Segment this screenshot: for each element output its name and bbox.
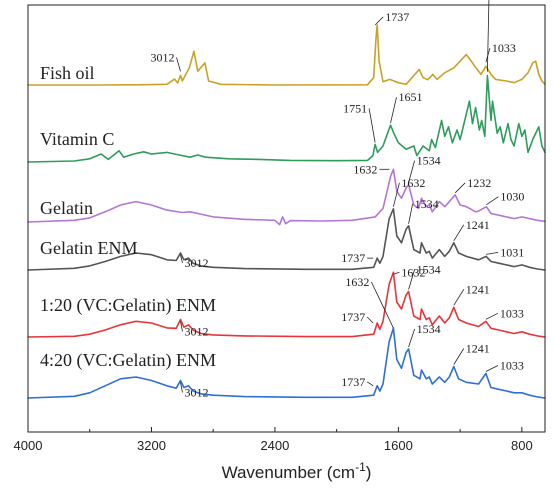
- peak-annotation-1241: 1241: [466, 342, 490, 356]
- x-tick-label: 3200: [137, 438, 166, 453]
- peak-annotation-1651: 1651: [399, 90, 423, 104]
- peak-annotation-1737: 1737: [341, 375, 365, 389]
- series-line-fish-oil: [27, 24, 546, 86]
- annotation-leader: [453, 289, 465, 306]
- series-line-4-20-vc-gelatin-enm: [27, 327, 546, 399]
- series-label-1-20-vc-gelatin-enm: 1:20 (VC:Gelatin) ENM: [40, 295, 216, 316]
- annotation-leader: [374, 16, 384, 26]
- series-label-vitamin-c: Vitamin C: [40, 129, 114, 149]
- peak-annotation-1632: 1632: [353, 162, 377, 176]
- annotation-leader: [408, 328, 415, 348]
- annotation-leader: [485, 365, 499, 372]
- series-line-1-20-vc-gelatin-enm: [27, 271, 546, 338]
- annotation-leader: [454, 182, 466, 194]
- peak-annotation-1031: 1031: [500, 245, 524, 259]
- peak-annotation-3012: 3012: [185, 325, 209, 339]
- peak-annotation-3012: 3012: [151, 50, 175, 64]
- x-axis-title: Wavenumber (cm-1): [222, 460, 372, 482]
- peak-annotation-3012: 3012: [185, 386, 209, 400]
- annotation-leader: [180, 321, 183, 332]
- peak-annotation-1241: 1241: [466, 282, 490, 296]
- series-label-fish-oil: Fish oil: [40, 63, 95, 83]
- peak-annotation-1737: 1737: [385, 10, 409, 24]
- peak-annotation-1737: 1737: [341, 251, 365, 265]
- series-line-gelatin-enm: [27, 208, 546, 271]
- peak-annotation-1033: 1033: [500, 306, 524, 320]
- annotation-leader: [453, 224, 465, 242]
- annotation-leader: [176, 57, 181, 72]
- x-tick-label: 800: [511, 438, 533, 453]
- peak-annotation-1751: 1751: [343, 101, 367, 115]
- series-label-4-20-vc-gelatin-enm: 4:20 (VC:Gelatin) ENM: [40, 350, 216, 371]
- peak-annotation-1534: 1534: [417, 154, 441, 168]
- peak-annotation-1534: 1534: [415, 197, 439, 211]
- x-tick-label: 2400: [260, 438, 289, 453]
- series-line-gelatin: [27, 168, 546, 226]
- peak-annotation-1534: 1534: [417, 322, 441, 336]
- annotation-leader: [408, 269, 415, 290]
- annotation-leader: [487, 0, 490, 72]
- peak-annotation-3012: 3012: [185, 256, 209, 270]
- annotation-leader: [366, 316, 374, 324]
- series-label-gelatin: Gelatin: [40, 198, 93, 218]
- annotation-leader: [486, 252, 499, 255]
- annotation-leader: [393, 182, 400, 207]
- peak-annotation-1632: 1632: [401, 176, 425, 190]
- annotation-leader: [485, 312, 499, 320]
- peak-annotation-1030: 1030: [500, 190, 524, 204]
- annotation-leader: [408, 203, 413, 224]
- annotation-leader: [408, 160, 415, 183]
- annotation-leader: [180, 382, 183, 393]
- annotation-leader: [486, 196, 499, 206]
- peak-annotation-1033: 1033: [492, 41, 516, 55]
- plot-frame: [27, 4, 546, 433]
- series-label-gelatin-enm: Gelatin ENM: [40, 238, 137, 258]
- annotation-leader: [366, 381, 374, 387]
- peak-annotation-1232: 1232: [467, 176, 491, 190]
- peak-annotation-1241: 1241: [466, 218, 490, 232]
- annotation-leader: [393, 271, 400, 275]
- annotation-leader: [453, 348, 465, 365]
- series-line-vitamin-c: [27, 74, 546, 163]
- peak-annotation-1534: 1534: [417, 263, 441, 277]
- peak-annotation-1737: 1737: [341, 310, 365, 324]
- peak-annotation-1632: 1632: [345, 275, 369, 289]
- annotation-leader: [368, 108, 376, 143]
- x-tick-label: 1600: [384, 438, 413, 453]
- x-tick-label: 4000: [14, 438, 43, 453]
- peak-annotation-1033: 1033: [500, 359, 524, 373]
- annotation-leader: [390, 97, 397, 124]
- annotation-leader: [371, 281, 394, 329]
- annotation-leader: [180, 254, 183, 264]
